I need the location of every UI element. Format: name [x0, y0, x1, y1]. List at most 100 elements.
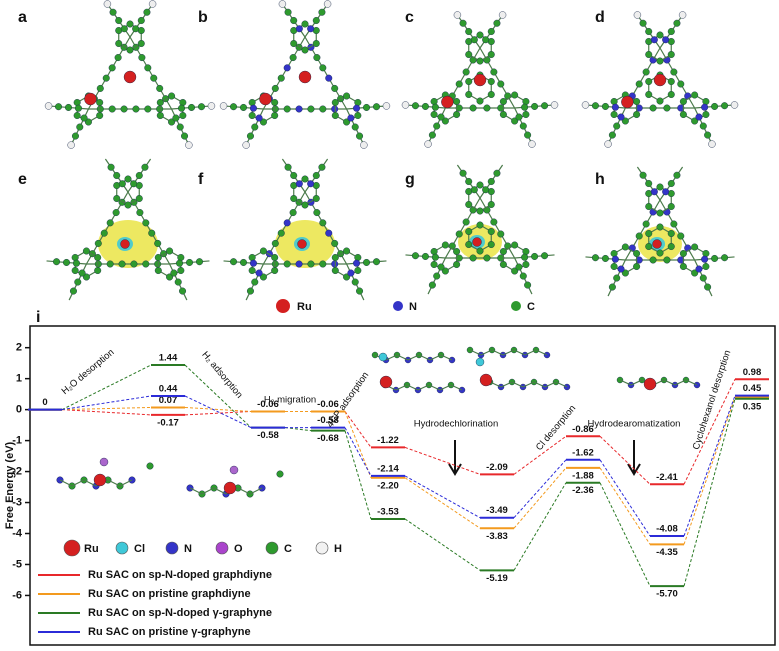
atom — [679, 249, 687, 257]
atom — [441, 95, 454, 109]
atom — [154, 260, 162, 268]
atom — [611, 103, 619, 111]
bond — [418, 354, 431, 361]
atom — [143, 8, 151, 16]
atom-icon — [165, 541, 179, 555]
atom — [123, 70, 137, 84]
legend-label: C — [284, 543, 292, 555]
atom — [459, 19, 467, 27]
value-label: -2.14 — [377, 463, 399, 474]
atom — [301, 20, 309, 28]
atom — [670, 220, 678, 228]
atom — [174, 278, 182, 286]
atom — [610, 249, 618, 257]
c-atom-icon — [511, 301, 521, 311]
atom — [319, 64, 327, 72]
atom — [248, 253, 256, 261]
value-label: -4.08 — [656, 523, 678, 534]
value-label: -0.06 — [257, 399, 279, 410]
legend-label: O — [234, 543, 243, 555]
atom — [667, 242, 675, 250]
atom — [113, 171, 121, 179]
atom — [118, 260, 126, 268]
atom — [650, 36, 658, 44]
bond — [428, 384, 441, 391]
atom — [271, 111, 279, 119]
atom — [411, 102, 419, 110]
atom — [120, 105, 128, 113]
atom — [701, 103, 709, 111]
atom — [146, 462, 154, 470]
atom — [649, 104, 657, 112]
step-label: Hydrodearomatization — [588, 419, 681, 430]
atom — [363, 103, 371, 111]
bond — [502, 349, 515, 356]
value-label: -1.22 — [377, 435, 399, 446]
atom — [610, 110, 618, 118]
atom — [645, 77, 653, 85]
atom — [497, 254, 505, 262]
atom — [108, 64, 116, 72]
atom — [667, 90, 675, 98]
atom — [312, 194, 320, 202]
atom — [617, 265, 625, 273]
arrow — [627, 440, 641, 476]
atom — [278, 0, 287, 8]
y-tick-label: -3 — [12, 496, 22, 508]
atom — [62, 258, 70, 266]
bond — [439, 384, 452, 391]
atom — [249, 104, 257, 112]
atom — [487, 27, 495, 35]
atom-icon — [265, 541, 279, 555]
atom — [135, 194, 143, 202]
atom — [656, 31, 664, 39]
atom — [679, 263, 687, 271]
atom — [132, 25, 140, 33]
panel-label: i — [36, 309, 40, 326]
bond — [533, 381, 546, 388]
atom — [168, 92, 176, 100]
atom — [283, 105, 291, 113]
atom — [248, 111, 256, 119]
atom — [621, 95, 634, 109]
atom — [166, 247, 174, 255]
atom — [465, 227, 473, 235]
legend-label: Ru SAC on sp-N-doped graphdiyne — [88, 569, 272, 581]
atom — [662, 36, 670, 44]
atom — [401, 101, 410, 109]
atom — [663, 256, 671, 264]
atom — [667, 51, 675, 59]
atom — [591, 254, 599, 262]
atom — [251, 123, 259, 131]
atom — [142, 219, 150, 227]
atom — [307, 25, 315, 33]
atom — [550, 101, 559, 109]
atom — [136, 209, 144, 217]
atom — [476, 207, 484, 215]
atom — [289, 54, 297, 62]
atom — [608, 283, 616, 291]
panel-label: b — [198, 9, 208, 26]
connector — [404, 518, 481, 571]
atom — [499, 261, 507, 269]
atom — [239, 258, 247, 266]
atom — [699, 122, 707, 130]
bond — [469, 349, 482, 356]
atom — [431, 103, 439, 111]
atom — [656, 223, 664, 231]
atom — [667, 77, 675, 85]
atom — [428, 131, 436, 139]
atom — [476, 181, 484, 189]
atom — [156, 98, 164, 106]
connector — [61, 364, 152, 411]
atom — [430, 247, 438, 255]
atom — [178, 104, 186, 112]
atom — [721, 254, 729, 262]
atom — [378, 352, 388, 362]
atom — [515, 113, 523, 121]
atom — [55, 103, 63, 111]
bond — [555, 381, 568, 388]
atom — [353, 259, 361, 267]
atom — [248, 267, 256, 275]
